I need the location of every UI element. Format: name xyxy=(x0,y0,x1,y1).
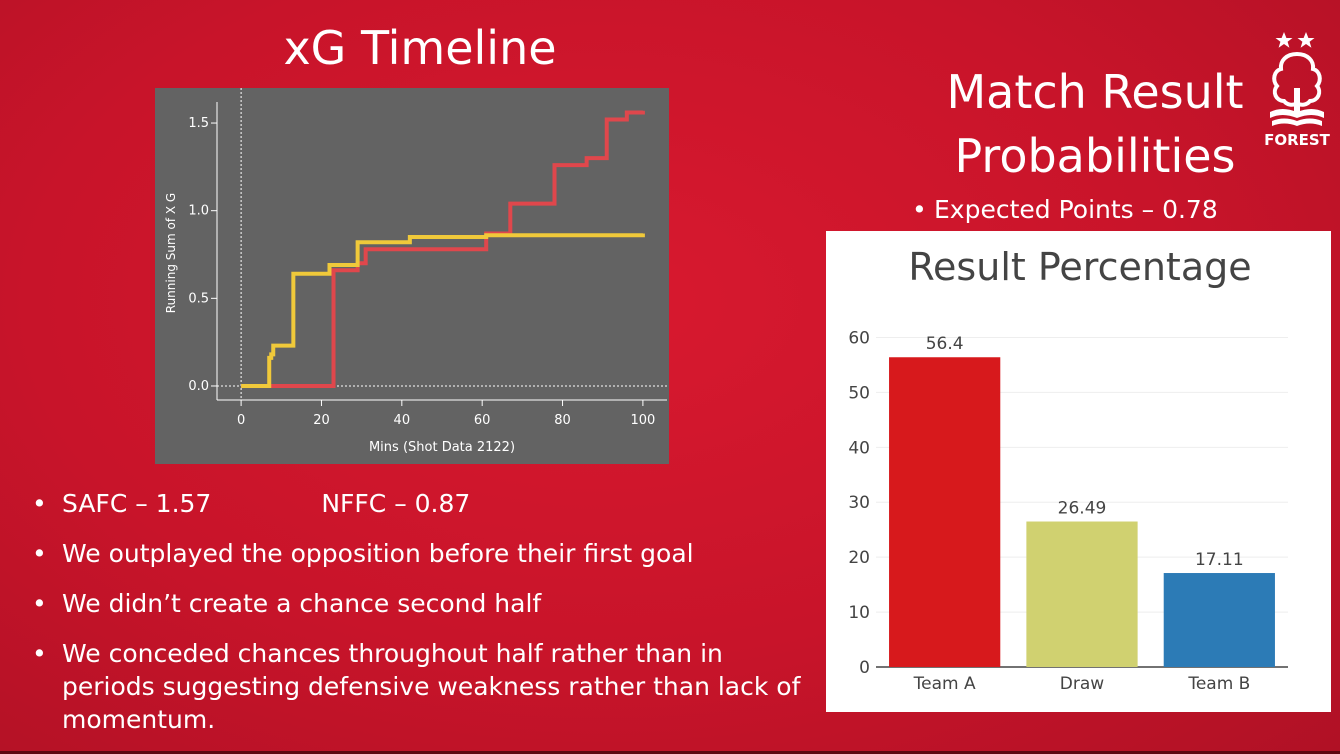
xg-x-tick-label: 80 xyxy=(554,413,571,428)
xg-x-tick-label: 100 xyxy=(630,413,655,428)
result-y-tick-label: 40 xyxy=(848,438,870,458)
xg-series-nffc xyxy=(241,233,645,388)
bullet-dot: • xyxy=(32,639,47,668)
result-y-tick-label: 20 xyxy=(848,548,870,568)
result-value-label: 17.11 xyxy=(1195,550,1244,570)
result-category-label: Team B xyxy=(1187,674,1250,694)
forest-logo-icon: FOREST xyxy=(1264,32,1331,149)
slide-title: xG Timeline xyxy=(283,21,557,75)
result-bar-draw xyxy=(1026,521,1138,667)
result-category-label: Draw xyxy=(1060,674,1104,694)
bullet-outplayed-text: We outplayed the opposition before their… xyxy=(62,539,694,568)
xg-y-tick-label: 0.0 xyxy=(188,379,209,394)
bottom-divider xyxy=(0,751,1340,754)
bullet-conceded-text: We conceded chances throughout half rath… xyxy=(62,639,801,734)
xg-chart-background xyxy=(155,88,669,464)
xg-x-tick-label: 0 xyxy=(237,413,245,428)
xg-y-axis-label: Running Sum of X G xyxy=(164,193,178,313)
expected-points-text: Expected Points – 0.78 xyxy=(934,195,1218,224)
bullet-second-half: • We didn’t create a chance second half xyxy=(32,587,822,620)
bullet-outplayed: • We outplayed the opposition before the… xyxy=(32,537,822,570)
result-chart-title: Result Percentage xyxy=(908,245,1251,289)
bullet-dot: • xyxy=(32,589,47,618)
safc-xg: SAFC – 1.57 xyxy=(62,489,212,518)
bullet-conceded: • We conceded chances throughout half ra… xyxy=(32,637,822,736)
expected-points-bullet: • xyxy=(912,195,927,224)
result-y-tick-label: 50 xyxy=(848,383,870,403)
bullet-dot: • xyxy=(32,489,47,518)
bullet-dot: • xyxy=(32,539,47,568)
nffc-xg: NFFC – 0.87 xyxy=(321,489,471,518)
expected-points: • Expected Points – 0.78 xyxy=(912,192,1218,228)
xg-x-tick-label: 40 xyxy=(394,413,411,428)
result-y-tick-label: 10 xyxy=(848,603,870,623)
analysis-bullets: • SAFC – 1.57 NFFC – 0.87 • We outplayed … xyxy=(32,487,822,753)
xg-x-tick-label: 60 xyxy=(474,413,491,428)
result-y-tick-label: 0 xyxy=(859,658,870,678)
match-result-title-line2: Probabilities xyxy=(954,129,1236,183)
result-bar-team-a xyxy=(889,357,1001,667)
xg-y-tick-label: 1.5 xyxy=(188,116,209,131)
result-bar-team-b xyxy=(1163,573,1275,667)
xg-x-tick-label: 20 xyxy=(313,413,330,428)
result-value-label: 56.4 xyxy=(926,334,964,354)
match-result-title: Match Result Probabilities xyxy=(900,60,1290,188)
xg-y-tick-label: 1.0 xyxy=(188,204,209,219)
match-result-title-line1: Match Result xyxy=(946,65,1244,119)
result-y-tick-label: 30 xyxy=(848,493,870,513)
xg-timeline-chart: 0 20 40 60 80 100 0.0 0.5 1.0 1.5 Mins (Shot Data… xyxy=(155,88,669,464)
result-y-tick-label: 60 xyxy=(848,328,870,348)
result-category-label: Team A xyxy=(913,674,976,694)
result-percentage-chart: Result Percentage 0 10 20 30 40 50 60 56.4 Team… xyxy=(826,231,1331,712)
logo-text: FOREST xyxy=(1264,131,1331,149)
result-value-label: 26.49 xyxy=(1058,499,1107,519)
xg-y-tick-label: 0.5 xyxy=(188,291,209,306)
bullet-xg-totals: • SAFC – 1.57 NFFC – 0.87 xyxy=(32,487,822,520)
bullet-second-half-text: We didn’t create a chance second half xyxy=(62,589,542,618)
xg-x-axis-label: Mins (Shot Data 2122) xyxy=(369,440,515,455)
